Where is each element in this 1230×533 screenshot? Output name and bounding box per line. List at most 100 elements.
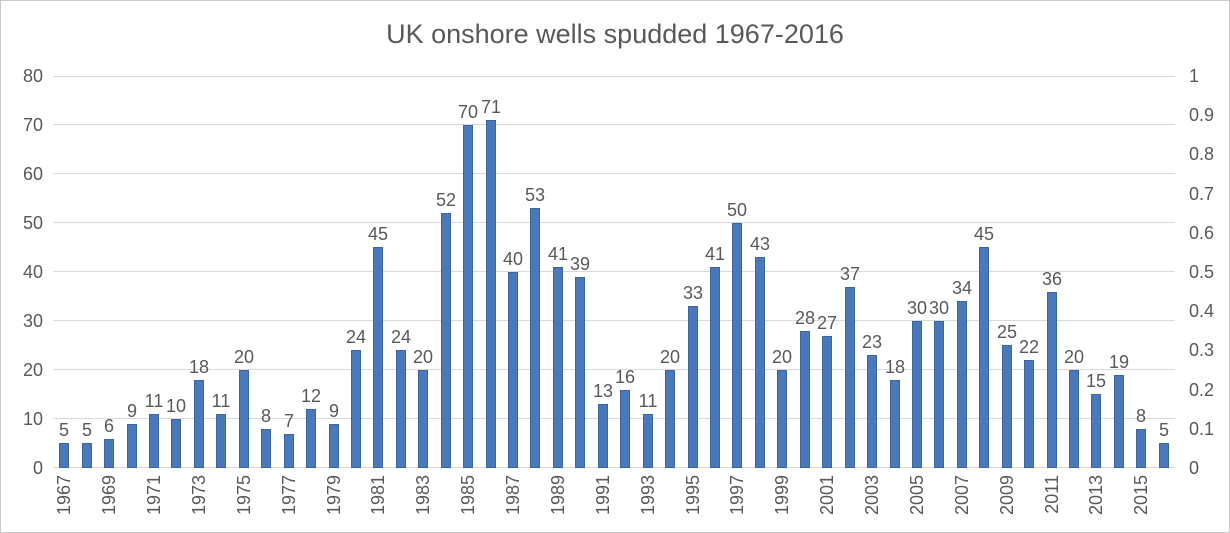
bar [1069, 370, 1079, 468]
bar-data-label: 36 [1041, 269, 1063, 289]
bar-data-label: 71 [480, 97, 502, 117]
x-axis-tick-label: 2013 [1086, 475, 1106, 516]
bar-data-label: 20 [1063, 347, 1085, 367]
bar-data-label: 7 [283, 411, 294, 431]
y-axis-right-tick-label: 0.4 [1189, 301, 1215, 322]
y-axis-left-tick-label: 60 [22, 164, 43, 184]
gridline [53, 173, 1175, 174]
bar-data-label: 9 [328, 401, 339, 421]
y-axis-right-tick-label: 0.9 [1189, 105, 1215, 126]
bar-data-label: 15 [1085, 371, 1107, 391]
bar [239, 370, 249, 468]
bar-data-label: 10 [165, 396, 187, 416]
x-axis-tick-label: 1993 [638, 475, 658, 516]
bar-data-label: 40 [502, 249, 524, 269]
y-axis-left-tick-label: 50 [22, 213, 43, 233]
x-axis-tick-label: 1981 [368, 475, 388, 516]
y-axis-left-tick-label: 10 [22, 409, 43, 429]
bar [620, 390, 630, 468]
y-axis-left-tick-label: 0 [32, 458, 43, 478]
bar-data-label: 18 [884, 357, 906, 377]
x-axis-tick-label: 1997 [727, 475, 747, 516]
bar [463, 125, 473, 468]
bar [530, 208, 540, 468]
bar [575, 277, 585, 468]
bar [710, 267, 720, 468]
bar [845, 287, 855, 468]
x-axis-tick-label: 1985 [458, 475, 478, 516]
bar [261, 429, 271, 468]
bars-layer: 5 5 6 9 11 10 18 11 20 8 7 12 9 24 45 24 20 52 70 71 40 53 41 3… [53, 76, 1175, 468]
x-axis-tick-label: 2007 [952, 475, 972, 516]
bar [127, 424, 137, 468]
bar [1136, 429, 1146, 468]
x-axis-tick-label: 1989 [548, 475, 568, 516]
bar-data-label: 8 [260, 406, 271, 426]
bar [755, 257, 765, 468]
x-axis-tick-label: 2015 [1131, 475, 1151, 516]
bar [800, 331, 810, 468]
y-axis-right-tick-label: 0.1 [1189, 418, 1215, 439]
bar-data-label: 12 [300, 386, 322, 406]
gridlines-layer [53, 76, 1175, 468]
bar [1159, 443, 1169, 468]
bar [149, 414, 159, 468]
y-axis-left-tick-label: 30 [22, 311, 43, 331]
bar-data-label: 13 [592, 381, 614, 401]
gridline [53, 271, 1175, 272]
bar-data-label: 5 [81, 420, 92, 440]
y-axis-right-tick-label: 0.6 [1189, 222, 1215, 243]
bar-data-label: 11 [211, 391, 231, 411]
x-axis-tick-label: 2003 [862, 475, 882, 516]
x-axis-tick-label: 1967 [54, 475, 74, 516]
bar [1091, 394, 1101, 468]
x-axis-tick-label: 1995 [683, 475, 703, 516]
x-axis-tick-label: 1987 [503, 475, 523, 516]
gridline [53, 467, 1175, 468]
bar-data-label: 50 [726, 200, 748, 220]
x-axis-tick-label: 2001 [817, 475, 837, 516]
bar-data-label: 23 [861, 332, 883, 352]
bar-data-label: 8 [1135, 406, 1146, 426]
x-axis-tick-label: 2005 [907, 475, 927, 516]
bar-data-label: 28 [794, 308, 816, 328]
y-axis-right-tick-label: 0.3 [1189, 340, 1215, 361]
y-axis-right-tick-label: 0.8 [1189, 144, 1215, 165]
bar [643, 414, 653, 468]
bar [351, 350, 361, 468]
bar [486, 120, 496, 468]
bar [957, 301, 967, 468]
bar-data-label: 20 [233, 347, 255, 367]
bar [373, 247, 383, 468]
chart-title: UK onshore wells spudded 1967-2016 [386, 19, 844, 49]
bar-data-label: 34 [951, 278, 973, 298]
bar [598, 404, 608, 468]
y-axis-right-tick-label: 0.2 [1189, 379, 1215, 400]
bar-data-label: 11 [144, 391, 164, 411]
bar [306, 409, 316, 468]
bar [1002, 345, 1012, 468]
bar-data-label: 24 [345, 327, 367, 347]
bar-data-label: 5 [58, 420, 69, 440]
bar-data-label: 45 [973, 224, 995, 244]
bar [329, 424, 339, 468]
bar [688, 306, 698, 468]
bar [216, 414, 226, 468]
x-axis-tick-label: 1975 [234, 475, 254, 516]
bar [441, 213, 451, 468]
bar-data-label: 52 [435, 190, 457, 210]
x-axis-tick-label: 1983 [413, 475, 433, 516]
bar-data-label: 6 [103, 416, 114, 436]
y-axis-right-tick-label: 0.5 [1189, 262, 1215, 282]
bar-data-label: 5 [1158, 420, 1169, 440]
y-axis-left-tick-label: 70 [22, 115, 43, 135]
x-axis-tick-label: 2011 [1042, 475, 1062, 514]
bar [194, 380, 204, 468]
bar [104, 439, 114, 468]
bar-data-label: 53 [524, 185, 546, 205]
bar-data-label: 37 [839, 264, 861, 284]
bar-data-label: 18 [188, 357, 210, 377]
bar [1114, 375, 1124, 468]
gridline [53, 369, 1175, 370]
